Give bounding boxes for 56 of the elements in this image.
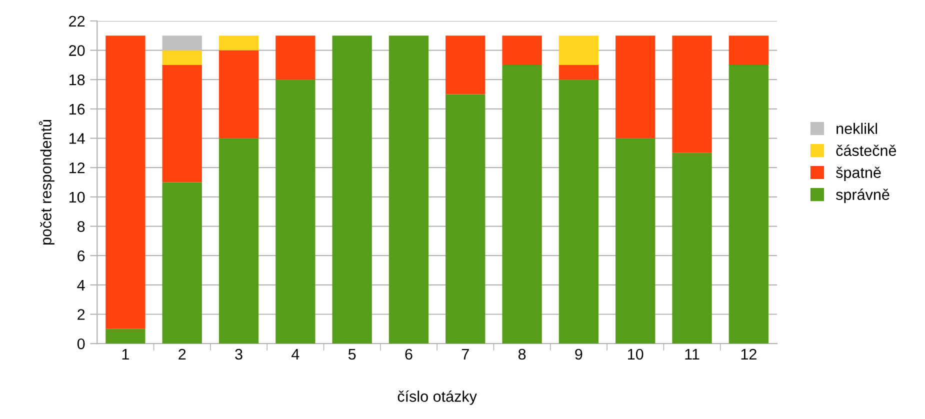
bar <box>162 182 202 344</box>
legend-label: správně <box>836 188 890 204</box>
bar <box>388 36 429 344</box>
x-tick-label: 4 <box>292 349 300 360</box>
bar <box>728 64 768 344</box>
x-tick-label: 6 <box>405 348 412 360</box>
x-tick-label: 12 <box>741 348 756 360</box>
bar <box>728 36 768 65</box>
bar <box>162 50 202 65</box>
legend-label: špatně <box>836 166 881 181</box>
bar <box>218 138 259 344</box>
y-tick-label: 10 <box>69 192 85 203</box>
bar <box>672 36 712 153</box>
y-tick-label: 14 <box>69 133 85 144</box>
y-tick-label: 2 <box>78 309 85 320</box>
bar <box>276 36 316 80</box>
bar <box>502 64 542 344</box>
bar <box>558 36 599 65</box>
bar <box>218 36 259 50</box>
x-tick-label: 8 <box>518 348 526 360</box>
bar <box>616 138 656 344</box>
bar <box>558 80 599 344</box>
y-tick-label: 4 <box>77 280 85 290</box>
x-tick-label: 5 <box>348 349 356 360</box>
x-tick-label: 11 <box>685 349 700 360</box>
x-tick-label: 9 <box>575 348 582 360</box>
bar <box>162 64 202 182</box>
bar <box>218 50 259 138</box>
bar <box>276 80 316 344</box>
y-tick-label: 0 <box>77 338 85 350</box>
bar <box>558 64 599 80</box>
y-tick-label: 6 <box>78 250 85 262</box>
x-tick-label: 3 <box>235 348 242 360</box>
legend-label: neklikl <box>836 122 878 134</box>
bar <box>106 36 146 329</box>
x-tick-label: 2 <box>178 348 186 360</box>
bar <box>162 36 202 50</box>
bar <box>446 36 486 94</box>
bar <box>672 152 712 344</box>
x-tick-label: 10 <box>628 348 644 360</box>
bar <box>502 36 542 65</box>
y-tick-label: 16 <box>69 104 85 115</box>
y-axis-title: počet respondentů <box>38 120 54 245</box>
bar <box>616 36 656 138</box>
y-tick-label: 8 <box>77 221 85 232</box>
y-tick-label: 18 <box>69 74 85 86</box>
bar <box>332 36 372 344</box>
x-axis-title: číslo otázky <box>398 390 477 405</box>
y-tick-label: 22 <box>69 16 85 26</box>
y-tick-label: 20 <box>69 45 85 56</box>
y-tick-label: 12 <box>69 162 85 174</box>
legend-label: částečně <box>836 144 896 156</box>
bar <box>106 328 146 344</box>
x-tick-label: 7 <box>462 349 469 360</box>
x-tick-label: 1 <box>122 349 129 360</box>
bar <box>446 94 486 344</box>
